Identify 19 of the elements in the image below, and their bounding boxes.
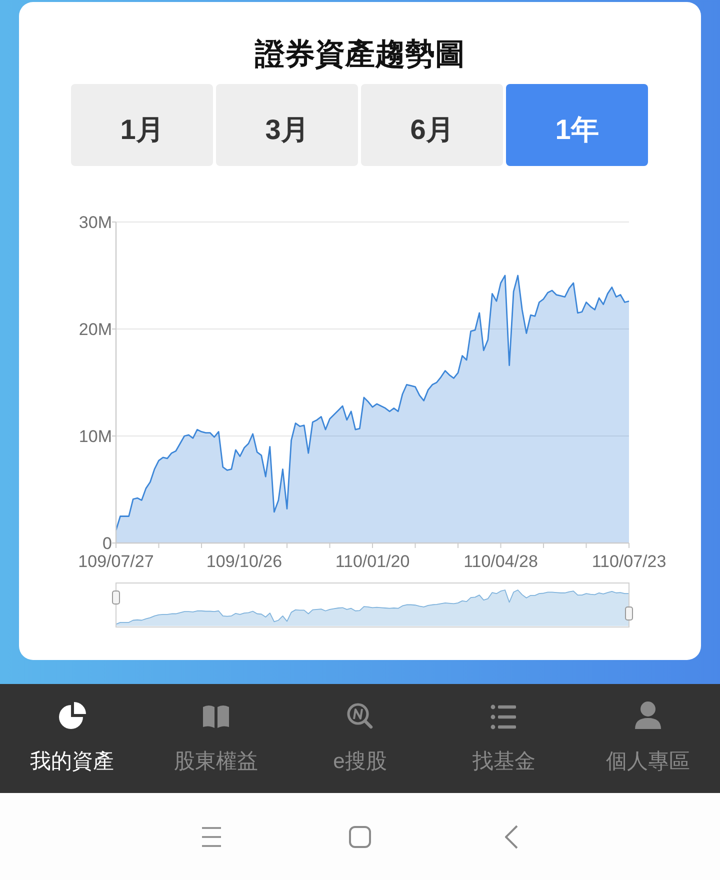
y-tick-label: 20M [78,320,112,339]
x-tick-label: 110/07/23 [592,552,666,571]
text: 個人專區 [606,750,690,773]
x-tick-label: 109/07/27 [78,552,154,571]
x-tick-label: 110/04/28 [464,552,538,571]
text: 1月 [120,114,164,145]
chart-title: 證券資產趨勢圖 [254,38,465,71]
text: 6月 [410,114,454,145]
x-tick-label: 110/01/20 [335,552,410,571]
text: 3月 [265,114,309,145]
y-tick-label: 10M [78,426,112,446]
text: 我的資產 [30,750,114,773]
text: 1年 [555,114,599,145]
text: 股東權益 [174,750,258,773]
y-tick-label: 0 [102,534,112,553]
text: 找基金 [472,750,536,773]
y-tick-label: 30M [78,212,112,232]
x-tick-label: 109/10/26 [206,552,282,571]
text: e搜股 [333,750,387,773]
